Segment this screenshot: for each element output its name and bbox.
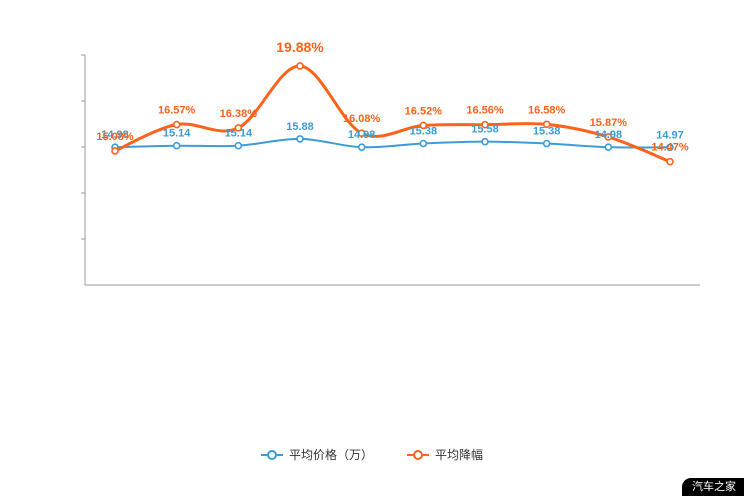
data-point-marker <box>542 139 551 148</box>
data-point-marker <box>234 141 243 150</box>
data-point-marker <box>357 143 366 151</box>
price-series-legend-icon <box>260 449 283 460</box>
data-point-label: 14.47% <box>651 142 689 154</box>
discount-series-line <box>113 64 672 164</box>
data-point-marker <box>604 133 613 141</box>
price-series-line <box>114 137 671 149</box>
data-point-label: 16.08% <box>343 113 381 125</box>
data-point-marker <box>666 157 674 166</box>
data-point-label: 14.98 <box>595 129 623 141</box>
data-point-marker <box>296 62 304 70</box>
watermark-autohome: 汽车之家 <box>682 478 744 496</box>
series-lines <box>113 64 672 164</box>
data-point-marker <box>666 143 674 152</box>
data-point-label: 14.98 <box>101 129 129 141</box>
data-point-label: 14.98 <box>348 129 376 141</box>
series-points <box>111 62 674 166</box>
data-point-label: 14.97 <box>656 129 684 141</box>
data-point-label: 15.87% <box>590 117 628 129</box>
chart-legend: 平均价格（万） 平均降幅 <box>0 446 744 463</box>
data-point-label: 15.58 <box>471 124 499 136</box>
data-point-marker <box>481 137 489 146</box>
legend-item-price[interactable]: 平均价格（万） <box>260 446 373 463</box>
data-point-label: 15.08% <box>96 131 134 143</box>
data-point-marker <box>481 120 489 129</box>
data-point-label: 19.88% <box>276 39 324 55</box>
data-point-marker <box>172 141 181 150</box>
data-point-label: 15.14 <box>225 128 253 140</box>
data-point-marker <box>604 143 613 151</box>
data-point-label: 15.88 <box>286 121 314 133</box>
data-point-label: 15.38 <box>410 126 438 138</box>
axes <box>81 54 700 286</box>
data-point-marker <box>419 121 428 130</box>
data-point-marker <box>357 129 366 137</box>
data-point-marker <box>296 135 304 143</box>
legend-label-discount: 平均降幅 <box>435 448 484 462</box>
discount-series-legend-icon <box>407 449 429 460</box>
data-point-marker <box>172 120 181 129</box>
legend-item-discount[interactable]: 平均降幅 <box>407 446 483 463</box>
data-point-marker <box>419 139 428 148</box>
series-labels: 14.98 15.14 15.14 15.88 14.98 15.38 15.58 15.38… <box>96 39 689 154</box>
data-point-label: 16.58% <box>528 104 566 116</box>
data-point-marker <box>542 120 551 129</box>
data-point-label: 16.56% <box>466 105 504 117</box>
data-point-label: 16.52% <box>405 105 443 117</box>
data-point-marker <box>234 124 243 132</box>
data-point-label: 15.14 <box>163 128 191 140</box>
data-point-label: 16.57% <box>158 105 196 117</box>
legend-label-price: 平均价格（万） <box>288 448 373 462</box>
data-point-marker <box>111 147 119 155</box>
data-point-label: 15.38 <box>533 126 561 138</box>
data-point-label: 16.38% <box>220 108 258 120</box>
